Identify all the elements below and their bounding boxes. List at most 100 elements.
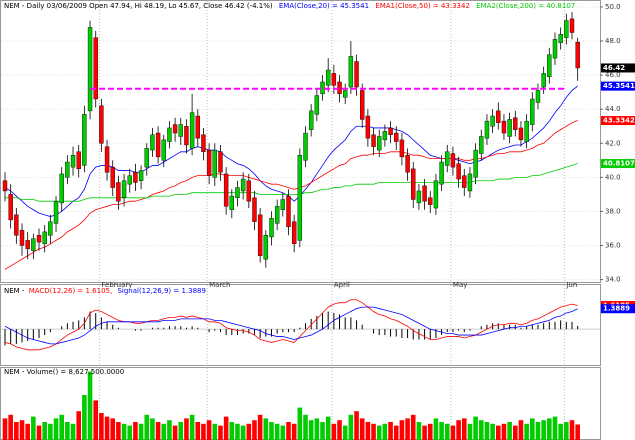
volume-bar <box>19 420 25 440</box>
volume-bar <box>439 422 444 440</box>
volume-bar <box>42 422 47 440</box>
candle-body <box>48 221 53 236</box>
candle-body <box>575 41 580 69</box>
candle-body <box>206 149 212 176</box>
volume-bar <box>14 422 19 440</box>
candle-body <box>121 180 127 199</box>
candle-body <box>530 98 535 125</box>
volume-bar <box>376 425 382 440</box>
volume-bar <box>490 423 495 440</box>
volume-bar <box>2 418 8 440</box>
volume-bar <box>36 425 42 440</box>
candle-body <box>377 136 382 151</box>
candle-body <box>218 151 223 173</box>
candle-body <box>445 151 450 166</box>
candle-body <box>479 136 484 154</box>
y-tick-label: 48.0 <box>605 37 621 45</box>
volume-bar <box>388 422 393 440</box>
y-tick-label: 44.0 <box>605 105 621 113</box>
candle-body <box>564 20 569 38</box>
volume-bar <box>121 423 127 440</box>
volume-bar <box>144 414 150 440</box>
volume-bar <box>93 400 99 440</box>
volume-bar <box>410 414 416 440</box>
candle-body <box>308 110 314 130</box>
last-value-label: 1.3889 <box>603 305 630 313</box>
volume-bar <box>201 423 206 440</box>
volume-bar <box>478 420 484 440</box>
last-value-label: 43.3342 <box>603 117 635 125</box>
candle-body <box>269 218 274 238</box>
y-tick-label: 36.0 <box>605 242 621 250</box>
volume-bar <box>218 425 223 440</box>
candle-body <box>467 173 473 192</box>
volume-bar <box>269 422 274 440</box>
last-value-label-box <box>601 159 635 169</box>
candle-body <box>127 175 132 185</box>
candle-body <box>484 120 490 139</box>
candle-body <box>195 115 200 139</box>
y-tick-label: 50.0 <box>605 3 621 11</box>
volume-bar <box>314 418 320 440</box>
candle-body <box>263 235 269 260</box>
volume-bar <box>8 414 13 440</box>
candle-body <box>19 229 25 246</box>
volume-header: NEM - Volume() = 8,627,500.0000 <box>4 368 124 376</box>
volume-bar <box>473 416 478 440</box>
x-tick-label: February <box>101 281 132 289</box>
candle-body <box>501 120 507 134</box>
volume-bar <box>433 418 439 440</box>
candle-body <box>518 127 524 141</box>
candle-body <box>552 39 558 59</box>
volume-bar <box>513 425 518 440</box>
volume-bar <box>155 422 161 440</box>
candle-body <box>25 240 30 250</box>
candle-body <box>354 61 359 88</box>
volume-bar <box>331 423 337 440</box>
volume-bar <box>257 414 263 440</box>
volume-bar <box>76 411 82 440</box>
volume-bar <box>547 418 552 440</box>
candle-body <box>547 54 552 78</box>
volume-bar <box>195 422 201 440</box>
volume-bar <box>320 422 325 440</box>
candle-body <box>257 214 263 256</box>
volume-bar <box>535 422 541 440</box>
candle-body <box>416 190 422 204</box>
candle-body <box>507 119 512 137</box>
volume-bar <box>87 371 93 440</box>
candle-body <box>343 90 348 98</box>
volume-bar <box>116 422 121 440</box>
volume-bar <box>467 423 473 440</box>
volume-bar <box>48 423 53 440</box>
volume-bar <box>25 423 30 440</box>
volume-bar <box>252 420 257 440</box>
volume-bar <box>342 425 348 440</box>
candle-body <box>161 139 166 161</box>
candle-body <box>65 161 70 178</box>
candle-body <box>371 134 376 147</box>
last-close-label-box <box>601 63 635 73</box>
chart-title: NEM - <box>4 287 25 295</box>
candle-body <box>524 120 529 142</box>
candle-body <box>456 163 461 180</box>
volume-bar <box>99 413 104 440</box>
macd-line <box>4 299 578 351</box>
candle-body <box>428 197 433 205</box>
candle-body <box>42 231 47 245</box>
candle-body <box>104 146 110 173</box>
volume-bar <box>507 422 512 440</box>
volume-bar <box>53 418 59 440</box>
candle-body <box>2 180 8 192</box>
x-tick-label: Jun <box>565 281 577 289</box>
volume-bar <box>212 423 218 440</box>
candle-body <box>433 180 439 209</box>
candle-body <box>569 18 575 33</box>
candle-body <box>439 161 444 185</box>
candle-body <box>360 90 365 120</box>
volume-bar <box>138 423 144 440</box>
volume-bar <box>297 407 303 440</box>
volume-bar <box>70 423 76 440</box>
candle-body <box>138 170 144 181</box>
